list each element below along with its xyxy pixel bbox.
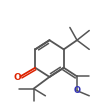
Text: O: O: [13, 73, 21, 82]
Text: O: O: [74, 86, 81, 95]
